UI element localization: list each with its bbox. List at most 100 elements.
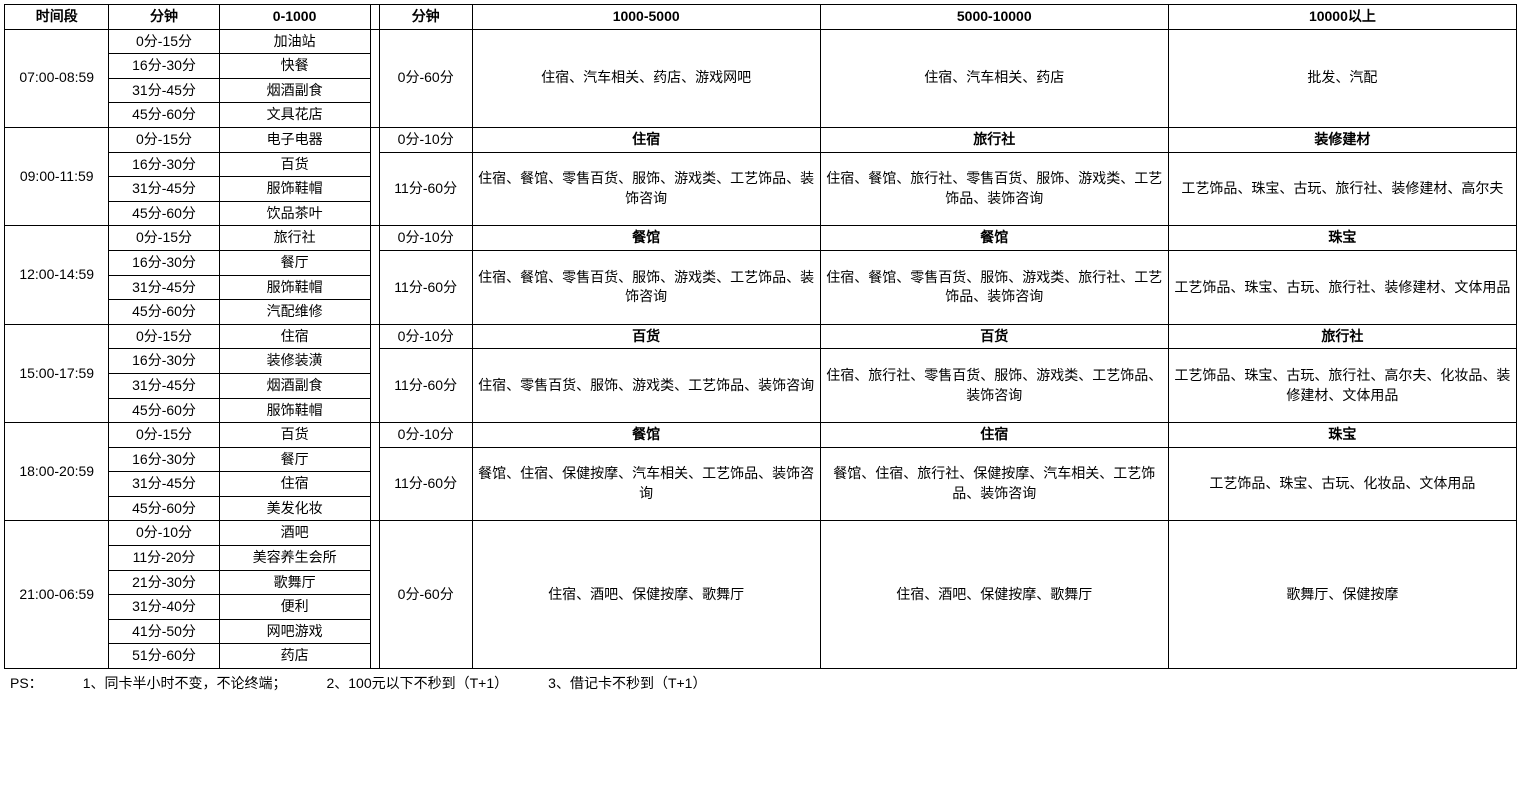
category-c2: 餐馆 (820, 226, 1168, 251)
category-c1: 住宿、汽车相关、药店、游戏网吧 (472, 29, 820, 127)
category-0-1000: 药店 (219, 644, 370, 669)
category-0-1000: 电子电器 (219, 127, 370, 152)
minute-range: 0分-15分 (109, 324, 219, 349)
footer-note-3: 3、借记卡不秒到（T+1） (548, 673, 706, 693)
minute-range: 41分-50分 (109, 619, 219, 644)
header-time: 时间段 (5, 5, 109, 30)
table-row: 21:00-06:590分-10分酒吧0分-60分住宿、酒吧、保健按摩、歌舞厅住… (5, 521, 1517, 546)
category-c1: 住宿 (472, 127, 820, 152)
category-0-1000: 餐厅 (219, 447, 370, 472)
category-0-1000: 服饰鞋帽 (219, 275, 370, 300)
category-0-1000: 百货 (219, 423, 370, 448)
category-0-1000: 住宿 (219, 472, 370, 497)
category-c3: 批发、汽配 (1168, 29, 1516, 127)
minute-range: 11分-20分 (109, 546, 219, 571)
minute-range: 0分-10分 (109, 521, 219, 546)
category-c1: 餐馆、住宿、保健按摩、汽车相关、工艺饰品、装饰咨询 (472, 447, 820, 521)
gap-cell (370, 127, 379, 225)
category-c2: 旅行社 (820, 127, 1168, 152)
footer-ps: PS： (10, 673, 43, 693)
category-0-1000: 歌舞厅 (219, 570, 370, 595)
minute-range: 0分-15分 (109, 423, 219, 448)
category-c2: 住宿、酒吧、保健按摩、歌舞厅 (820, 521, 1168, 669)
category-c3: 珠宝 (1168, 423, 1516, 448)
category-c3: 装修建材 (1168, 127, 1516, 152)
table-body: 07:00-08:590分-15分加油站0分-60分住宿、汽车相关、药店、游戏网… (5, 29, 1517, 668)
minute-range-2: 0分-10分 (379, 324, 472, 349)
category-0-1000: 饮品茶叶 (219, 201, 370, 226)
header-row: 时间段 分钟 0-1000 分钟 1000-5000 5000-10000 10… (5, 5, 1517, 30)
minute-range-2: 11分-60分 (379, 152, 472, 226)
gap-cell (370, 521, 379, 669)
category-0-1000: 烟酒副食 (219, 373, 370, 398)
header-gap (370, 5, 379, 30)
minute-range-2: 0分-10分 (379, 127, 472, 152)
category-c1: 餐馆 (472, 226, 820, 251)
table-row: 18:00-20:590分-15分百货0分-10分餐馆住宿珠宝 (5, 423, 1517, 448)
category-0-1000: 旅行社 (219, 226, 370, 251)
gap-cell (370, 29, 379, 127)
category-c1: 住宿、零售百货、服饰、游戏类、工艺饰品、装饰咨询 (472, 349, 820, 423)
minute-range: 16分-30分 (109, 152, 219, 177)
minute-range-2: 11分-60分 (379, 250, 472, 324)
table-row: 09:00-11:590分-15分电子电器0分-10分住宿旅行社装修建材 (5, 127, 1517, 152)
footer-note-2: 2、100元以下不秒到（T+1） (326, 673, 508, 693)
minute-range: 31分-45分 (109, 177, 219, 202)
schedule-table: 时间段 分钟 0-1000 分钟 1000-5000 5000-10000 10… (4, 4, 1517, 669)
time-slot: 21:00-06:59 (5, 521, 109, 669)
gap-cell (370, 226, 379, 324)
minute-range-2: 0分-60分 (379, 521, 472, 669)
category-c2: 住宿、餐馆、旅行社、零售百货、服饰、游戏类、工艺饰品、装饰咨询 (820, 152, 1168, 226)
category-c2: 住宿 (820, 423, 1168, 448)
category-c2: 百货 (820, 324, 1168, 349)
category-c3: 工艺饰品、珠宝、古玩、旅行社、高尔夫、化妆品、装修建材、文体用品 (1168, 349, 1516, 423)
minute-range-2: 0分-10分 (379, 226, 472, 251)
category-0-1000: 美发化妆 (219, 496, 370, 521)
category-0-1000: 服饰鞋帽 (219, 177, 370, 202)
header-min1: 分钟 (109, 5, 219, 30)
minute-range: 45分-60分 (109, 496, 219, 521)
category-0-1000: 百货 (219, 152, 370, 177)
category-c3: 歌舞厅、保健按摩 (1168, 521, 1516, 669)
category-c3: 工艺饰品、珠宝、古玩、旅行社、装修建材、文体用品 (1168, 250, 1516, 324)
category-c2: 餐馆、住宿、旅行社、保健按摩、汽车相关、工艺饰品、装饰咨询 (820, 447, 1168, 521)
category-c1: 住宿、酒吧、保健按摩、歌舞厅 (472, 521, 820, 669)
category-c3: 工艺饰品、珠宝、古玩、化妆品、文体用品 (1168, 447, 1516, 521)
minute-range: 31分-40分 (109, 595, 219, 620)
category-c1: 餐馆 (472, 423, 820, 448)
header-c1: 1000-5000 (472, 5, 820, 30)
table-row: 16分-30分餐厅11分-60分餐馆、住宿、保健按摩、汽车相关、工艺饰品、装饰咨… (5, 447, 1517, 472)
minute-range: 45分-60分 (109, 300, 219, 325)
category-0-1000: 烟酒副食 (219, 78, 370, 103)
category-c1: 百货 (472, 324, 820, 349)
minute-range: 31分-45分 (109, 373, 219, 398)
category-0-1000: 服饰鞋帽 (219, 398, 370, 423)
category-0-1000: 便利 (219, 595, 370, 620)
category-c3: 旅行社 (1168, 324, 1516, 349)
category-c2: 住宿、汽车相关、药店 (820, 29, 1168, 127)
header-c3: 10000以上 (1168, 5, 1516, 30)
header-min2: 分钟 (379, 5, 472, 30)
minute-range: 31分-45分 (109, 275, 219, 300)
category-0-1000: 网吧游戏 (219, 619, 370, 644)
category-c1: 住宿、餐馆、零售百货、服饰、游戏类、工艺饰品、装饰咨询 (472, 250, 820, 324)
header-c2: 5000-10000 (820, 5, 1168, 30)
table-row: 16分-30分装修装潢11分-60分住宿、零售百货、服饰、游戏类、工艺饰品、装饰… (5, 349, 1517, 374)
footer-note-1: 1、同卡半小时不变，不论终端； (83, 673, 287, 693)
time-slot: 12:00-14:59 (5, 226, 109, 324)
category-c3: 工艺饰品、珠宝、古玩、旅行社、装修建材、高尔夫 (1168, 152, 1516, 226)
minute-range: 16分-30分 (109, 250, 219, 275)
category-0-1000: 文具花店 (219, 103, 370, 128)
minute-range: 16分-30分 (109, 349, 219, 374)
minute-range-2: 0分-60分 (379, 29, 472, 127)
category-0-1000: 装修装潢 (219, 349, 370, 374)
time-slot: 09:00-11:59 (5, 127, 109, 225)
time-slot: 15:00-17:59 (5, 324, 109, 422)
table-row: 07:00-08:590分-15分加油站0分-60分住宿、汽车相关、药店、游戏网… (5, 29, 1517, 54)
category-c3: 珠宝 (1168, 226, 1516, 251)
minute-range: 45分-60分 (109, 201, 219, 226)
category-0-1000: 汽配维修 (219, 300, 370, 325)
minute-range: 51分-60分 (109, 644, 219, 669)
table-row: 15:00-17:590分-15分住宿0分-10分百货百货旅行社 (5, 324, 1517, 349)
category-0-1000: 住宿 (219, 324, 370, 349)
